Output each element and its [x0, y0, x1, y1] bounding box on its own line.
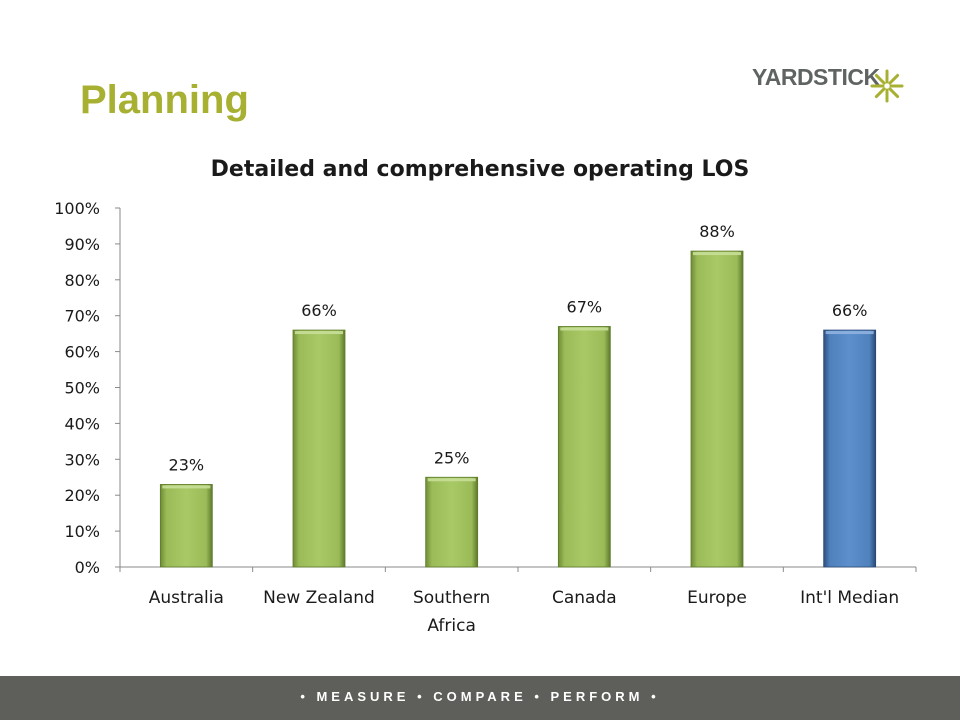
bar	[159, 484, 213, 568]
x-tick-label: Int'l Median	[800, 588, 899, 608]
bar-cap	[693, 252, 741, 256]
bar-cap	[295, 331, 343, 335]
x-tick-label: Southern	[413, 588, 490, 608]
bar	[292, 329, 346, 568]
x-tick-label: New Zealand	[263, 588, 375, 608]
y-tick-label: 40%	[64, 414, 100, 433]
yardstick-logo: YARDSTICK	[752, 58, 904, 110]
footer-bar: • MEASURE • COMPARE • PERFORM •	[0, 676, 960, 720]
asterisk-ray	[874, 73, 886, 85]
y-tick-label: 30%	[64, 450, 100, 469]
logo-text: YARDSTICK	[752, 64, 880, 90]
x-tick-label: Africa	[427, 616, 476, 636]
bar-chart: Detailed and comprehensive operating LOS…	[0, 140, 960, 660]
y-tick-label: 60%	[64, 343, 100, 362]
bar	[425, 476, 479, 568]
bar-cap	[825, 331, 874, 335]
bar-cap	[427, 478, 476, 482]
x-tick-label: Australia	[149, 588, 224, 608]
footer-tagline: • MEASURE • COMPARE • PERFORM •	[300, 689, 660, 704]
bar-cap	[162, 485, 211, 489]
y-tick-label: 20%	[64, 486, 100, 505]
data-label: 66%	[832, 301, 868, 320]
y-tick-label: 0%	[75, 558, 100, 577]
asterisk-ray	[888, 87, 900, 99]
bar	[690, 250, 744, 568]
bar	[557, 326, 611, 568]
y-tick-label: 90%	[64, 235, 100, 254]
data-label: 25%	[434, 448, 470, 467]
bar-cap	[560, 327, 609, 331]
asterisk-ray	[874, 87, 886, 99]
chart-plot: 0% 10% 20% 30% 40% 50% 60% 70% 80% 90% 100% 23% Aus…	[54, 199, 917, 636]
x-tick-label: Europe	[687, 588, 747, 608]
y-tick-label: 100%	[54, 199, 100, 218]
y-tick-label: 70%	[64, 307, 100, 326]
bar	[823, 329, 877, 568]
data-label: 23%	[169, 455, 205, 474]
asterisk-ray	[888, 73, 900, 85]
chart-title: Detailed and comprehensive operating LOS	[210, 157, 750, 182]
asterisk-icon	[870, 69, 904, 103]
y-tick-label: 50%	[64, 379, 100, 398]
y-tick-label: 80%	[64, 271, 100, 290]
data-label: 67%	[567, 297, 603, 316]
data-label: 88%	[699, 222, 735, 241]
slide-title: Planning	[80, 78, 249, 122]
x-tick-label: Canada	[552, 588, 617, 608]
data-label: 66%	[301, 301, 337, 320]
y-tick-label: 10%	[64, 522, 100, 541]
